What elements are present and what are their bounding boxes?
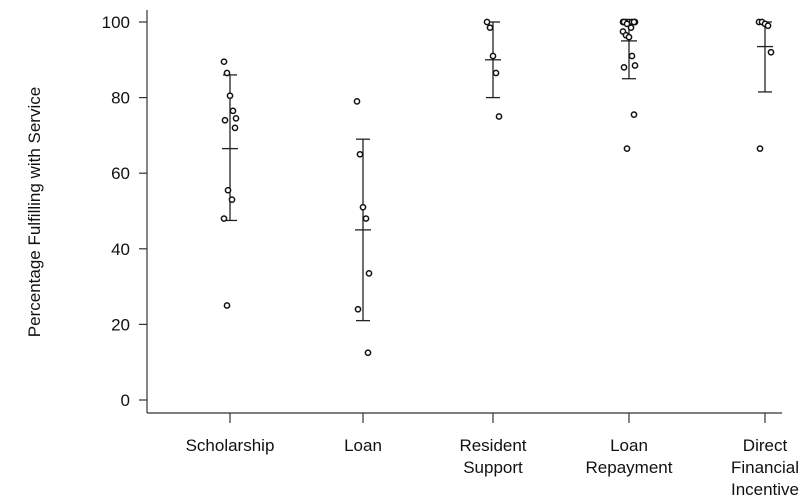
data-point bbox=[756, 145, 764, 152]
data-point bbox=[364, 349, 372, 357]
data-point bbox=[627, 24, 635, 32]
data-points bbox=[220, 18, 775, 357]
error-bar bbox=[757, 21, 773, 93]
y-tick-label: 100 bbox=[102, 13, 130, 32]
y-tick-label: 20 bbox=[111, 315, 130, 334]
data-point bbox=[767, 48, 775, 56]
data-point bbox=[495, 113, 503, 120]
data-point bbox=[359, 203, 367, 211]
category-label-line: Repayment bbox=[586, 458, 673, 477]
category-label: Loan bbox=[344, 436, 382, 455]
data-point bbox=[353, 98, 361, 105]
y-ticks: 0 20 40 60 80 100 bbox=[102, 13, 147, 410]
data-point bbox=[492, 69, 500, 77]
error-bar bbox=[355, 138, 371, 322]
data-point bbox=[486, 24, 494, 32]
data-point bbox=[223, 302, 231, 309]
data-point bbox=[628, 52, 636, 60]
data-point bbox=[224, 186, 232, 194]
error-bars bbox=[222, 21, 773, 322]
error-bar bbox=[222, 74, 238, 222]
category-label-line: Support bbox=[463, 458, 523, 477]
data-point bbox=[365, 270, 373, 277]
axes bbox=[146, 10, 782, 414]
x-ticks: Scholarship Loan Resident Support Loan Repaym… bbox=[186, 413, 799, 498]
data-point bbox=[356, 150, 364, 158]
category-label-line: Resident bbox=[459, 436, 526, 455]
data-point bbox=[623, 145, 631, 152]
category-label: Scholarship bbox=[186, 436, 275, 455]
data-point bbox=[623, 20, 631, 28]
data-point bbox=[220, 215, 228, 222]
data-point bbox=[232, 115, 240, 122]
category-label: Resident Support bbox=[459, 436, 526, 477]
y-axis-title: Percentage Fulfilling with Service bbox=[25, 87, 44, 337]
y-tick-label: 40 bbox=[111, 240, 130, 259]
data-point bbox=[223, 69, 231, 77]
error-bar bbox=[485, 21, 501, 99]
data-point bbox=[229, 107, 237, 115]
data-point bbox=[483, 18, 491, 26]
category-label-line: Loan bbox=[344, 436, 382, 455]
category-label: Loan Repayment bbox=[586, 436, 673, 477]
data-point bbox=[764, 22, 772, 30]
category-label-line: Financial bbox=[731, 458, 799, 477]
category-label-line: Direct bbox=[743, 436, 788, 455]
data-point bbox=[620, 64, 628, 71]
y-tick-label: 80 bbox=[111, 89, 130, 108]
data-point bbox=[625, 33, 633, 41]
data-point bbox=[630, 18, 638, 26]
category-label-line: Incentive bbox=[731, 480, 799, 498]
y-tick-label: 60 bbox=[111, 164, 130, 183]
data-point bbox=[630, 111, 638, 118]
data-point bbox=[228, 196, 236, 204]
data-point bbox=[354, 305, 362, 313]
data-point bbox=[221, 116, 229, 124]
category-label-line: Loan bbox=[610, 436, 648, 455]
category-label-line: Scholarship bbox=[186, 436, 275, 455]
data-point bbox=[220, 58, 228, 66]
y-tick-label: 0 bbox=[121, 391, 130, 410]
category-label: Direct Financial Incentive bbox=[731, 436, 799, 498]
data-point bbox=[231, 124, 239, 132]
data-point bbox=[226, 92, 234, 100]
data-point bbox=[362, 215, 370, 222]
data-point bbox=[631, 62, 639, 69]
data-point bbox=[489, 52, 497, 60]
